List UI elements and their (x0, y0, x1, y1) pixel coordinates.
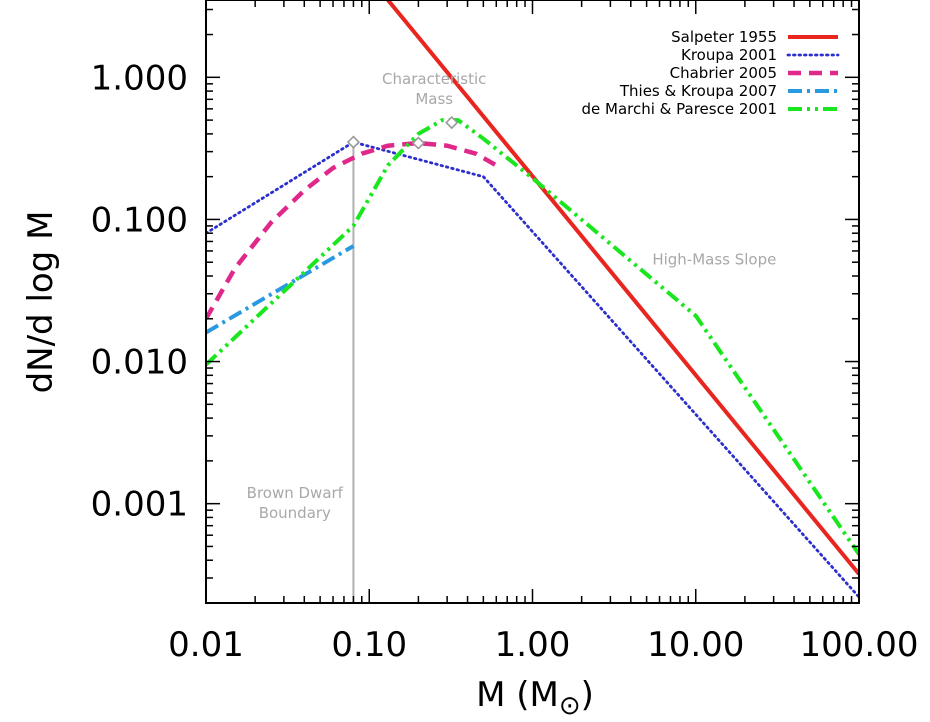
marker-layer (346, 115, 459, 150)
x-axis-title-close: ) (581, 675, 594, 715)
x-tick-label: 0.01 (168, 625, 244, 665)
annotation-layer: Characteristic Mass Brown Dwarf Boundary Hig… (247, 70, 777, 522)
x-tick-label: 0.10 (331, 625, 407, 665)
annotation-0: Characteristic Mass (382, 70, 486, 108)
x-axis-title-main: M (M (476, 675, 559, 715)
peak-marker-1 (411, 136, 426, 150)
series-line-2 (206, 140, 498, 320)
legend-label-3: Thies & Kroupa 2007 (619, 82, 777, 100)
y-tick-label: 0.001 (91, 485, 188, 525)
annotation-1: Brown Dwarf Boundary (247, 484, 344, 522)
legend-label-0: Salpeter 1955 (671, 28, 777, 46)
legend-label-4: de Marchi & Paresce 2001 (581, 100, 777, 118)
y-axis-title: dN/d log M (21, 211, 61, 394)
annotation-1-line-0: Brown Dwarf (247, 484, 344, 502)
annotation-0-line-0: Characteristic (382, 70, 486, 88)
legend-label-1: Kroupa 2001 (681, 46, 777, 64)
annotation-0-line-1: Mass (415, 90, 453, 108)
legend-label-2: Chabrier 2005 (670, 64, 777, 82)
x-tick-label: 10.00 (647, 625, 744, 665)
annotation-2: High-Mass Slope (652, 251, 776, 269)
y-tick-label: 1.000 (91, 58, 188, 98)
axis-layer: 0.01 0.10 1.00 10.00 100.00 0.001 0.010 0.100 1.… (91, 0, 919, 665)
annotation-2-line-0: High-Mass Slope (652, 251, 776, 269)
y-tick-label: 0.010 (91, 343, 188, 383)
series-line-3 (206, 244, 355, 335)
x-axis-title-sub: ⊙ (559, 691, 581, 721)
peak-marker-2 (445, 115, 459, 130)
x-axis-title: M (M⊙) (476, 675, 594, 721)
x-tick-label: 1.00 (495, 625, 571, 665)
annotation-1-line-1: Boundary (259, 504, 331, 522)
peak-marker-0 (346, 135, 361, 149)
series-line-1 (206, 140, 859, 599)
y-tick-label: 0.100 (91, 200, 188, 240)
series-line-0 (386, 0, 859, 576)
x-tick-label: 100.00 (800, 625, 919, 665)
